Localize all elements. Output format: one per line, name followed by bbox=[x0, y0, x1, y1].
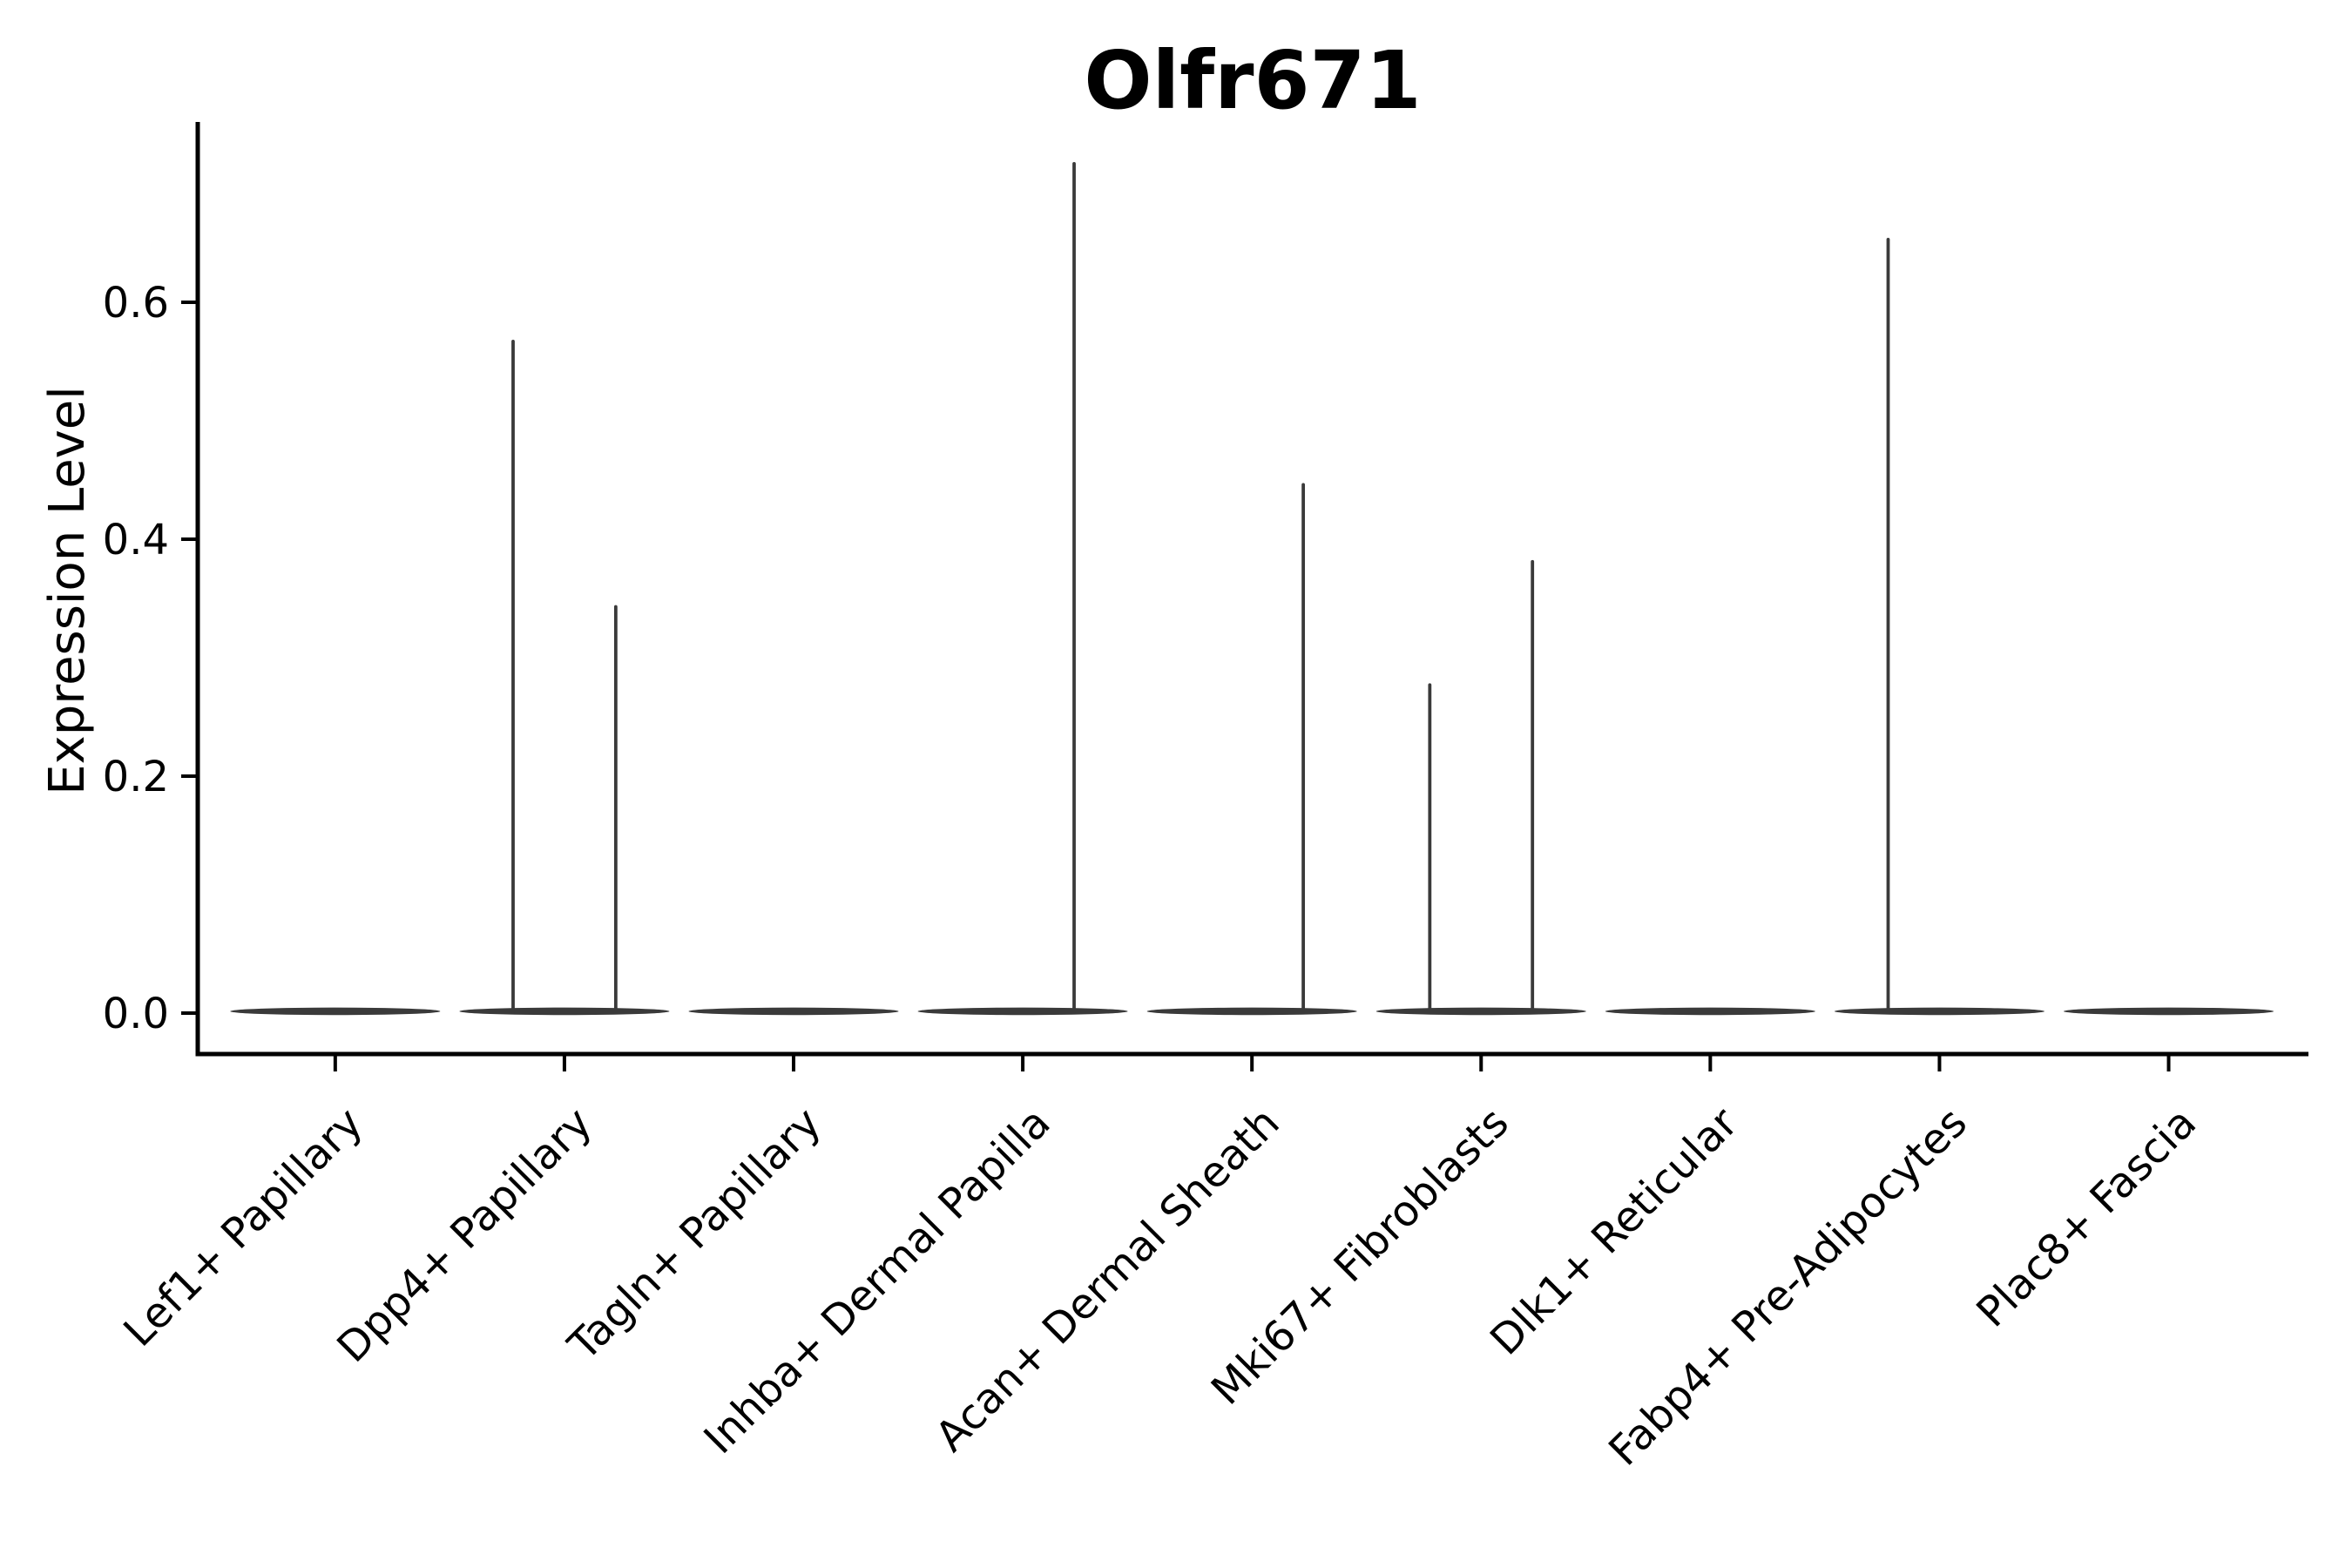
y-axis-ticks: 0.0 0.2 0.4 0.6 bbox=[103, 279, 198, 1038]
chart-title: Olfr671 bbox=[1084, 34, 1421, 127]
x-tick-label: Dlk1+ Reticular bbox=[1481, 1098, 1747, 1365]
x-axis-ticks bbox=[333, 1056, 2171, 1071]
violin-body bbox=[459, 1007, 670, 1016]
violin-body bbox=[230, 1007, 441, 1016]
y-axis-label: Expression Level bbox=[39, 386, 96, 795]
y-tick-label: 0.2 bbox=[103, 753, 169, 801]
x-tick-label: Dpp4+ Papillary bbox=[328, 1098, 601, 1372]
y-tick-label: 0.6 bbox=[103, 279, 169, 328]
violin-body bbox=[1146, 1007, 1357, 1016]
violin-body bbox=[2064, 1007, 2274, 1016]
x-tick-label: Tagln+ Papillary bbox=[558, 1098, 830, 1370]
violins-group bbox=[230, 161, 2274, 1016]
violin-body bbox=[1375, 1007, 1586, 1016]
violin-body bbox=[917, 1007, 1128, 1016]
violin-body bbox=[1834, 1007, 2044, 1016]
violin-body bbox=[688, 1007, 899, 1016]
y-tick-label: 0.4 bbox=[103, 516, 169, 564]
violin-body bbox=[1605, 1007, 1815, 1016]
x-tick-label: Lef1+ Papillary bbox=[114, 1098, 372, 1356]
x-tick-label: Plac8+ Fascia bbox=[1967, 1098, 2206, 1337]
y-tick-label: 0.0 bbox=[103, 990, 169, 1038]
